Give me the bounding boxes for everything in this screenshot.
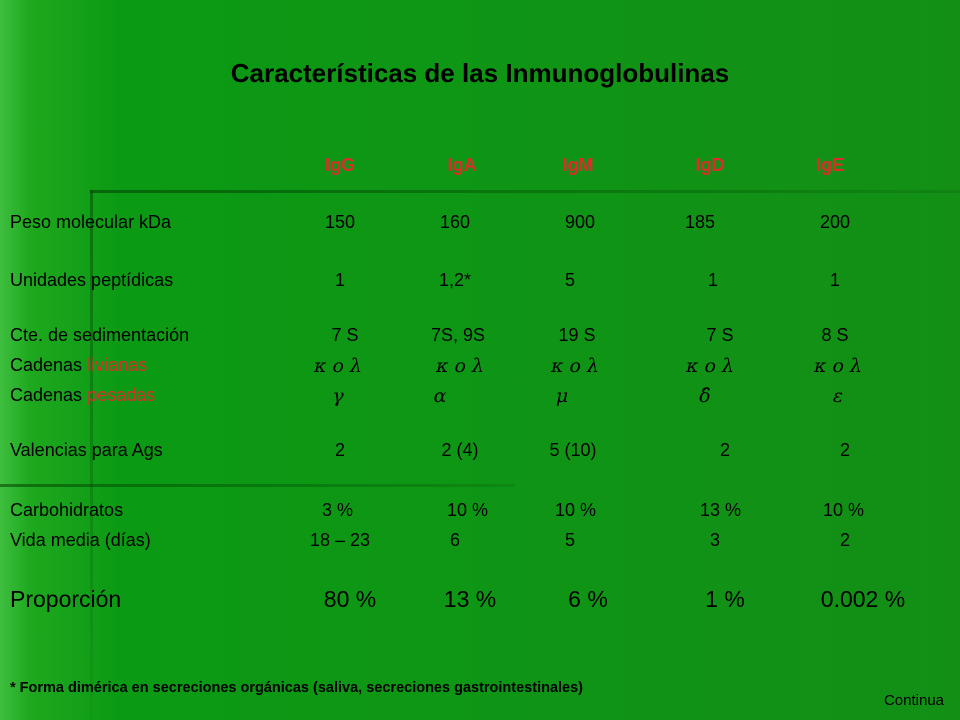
header-iga: IgA	[447, 155, 477, 175]
cell: 7S, 9S	[430, 325, 486, 345]
header-igd: IgD	[695, 155, 725, 175]
row-label-highlight: livianas	[87, 355, 148, 375]
cell: 19 S	[558, 325, 596, 345]
table-row: Cadenas pesadas γ α μ δ̂ ε	[0, 385, 960, 409]
cell: 900	[564, 212, 596, 232]
cell: 10 %	[446, 500, 489, 520]
cell: 8 S	[821, 325, 849, 345]
cell: δ̂	[699, 385, 711, 407]
cell: 160	[439, 212, 471, 232]
table-row: Peso molecular kDa 150 160 900 185 200	[0, 212, 960, 236]
continue-link[interactable]: Continua	[883, 692, 944, 709]
cell: 2	[719, 440, 730, 460]
row-label-prefix: Cadenas	[10, 355, 83, 375]
cell: 6	[449, 530, 460, 550]
cell: 2	[839, 440, 850, 460]
row-label: Cte. de sedimentación	[10, 325, 190, 345]
cell: α	[433, 385, 447, 407]
cell: 0.002 %	[820, 586, 906, 612]
cell: 2	[334, 440, 345, 460]
cell: 6 %	[568, 586, 608, 612]
cell: 18 – 23	[309, 530, 371, 550]
cell: 3	[709, 530, 720, 550]
cell: 1,2*	[438, 270, 472, 290]
cell: 1	[334, 270, 345, 290]
cell: 7 S	[706, 325, 734, 345]
cell: μ	[555, 385, 569, 407]
cell: 2 (4)	[441, 440, 479, 460]
cell: 7 S	[331, 325, 359, 345]
table-row: Unidades peptídicas 1 1,2* 5 1 1	[0, 270, 960, 294]
cell: 1 %	[705, 586, 745, 612]
row-label: Proporción	[10, 586, 122, 612]
table-row: Cadenas livianas κ o λ κ o λ κ o λ κ o λ…	[0, 355, 960, 379]
table-row: Valencias para Ags 2 2 (4) 5 (10) 2 2	[0, 440, 960, 464]
footnote: * Forma dimérica en secreciones orgánica…	[10, 680, 584, 696]
cell: 1	[707, 270, 718, 290]
cell: 80 %	[323, 586, 377, 612]
row-label-prefix: Cadenas	[10, 385, 83, 405]
cell: 5 (10)	[549, 440, 597, 460]
row-label: Cadenas livianas	[10, 355, 147, 376]
cell: 10 %	[554, 500, 597, 520]
cell: 200	[819, 212, 851, 232]
cell: 1	[829, 270, 840, 290]
cell: 5	[564, 270, 575, 290]
cell: 185	[684, 212, 716, 232]
decorative-line	[90, 190, 960, 193]
row-label-highlight: pesadas	[87, 385, 156, 405]
row-label: Vida media (días)	[10, 530, 151, 550]
row-label: Carbohidratos	[10, 500, 124, 520]
row-label: Cadenas pesadas	[10, 385, 155, 406]
cell: γ	[332, 385, 344, 407]
cell: 3 %	[321, 500, 354, 520]
header-row: IgG IgA IgM IgD IgE	[0, 155, 960, 179]
cell: 13 %	[699, 500, 742, 520]
cell: ε	[832, 385, 844, 407]
table-row: Vida media (días) 18 – 23 6 5 3 2	[0, 530, 960, 554]
header-igg: IgG	[325, 155, 355, 175]
row-label: Valencias para Ags	[10, 440, 163, 460]
table-row: Cte. de sedimentación 7 S 7S, 9S 19 S 7 …	[0, 325, 960, 349]
cell: κ o λ	[685, 355, 735, 377]
slide-title: Características de las Inmunoglobulinas	[230, 58, 730, 88]
row-label: Unidades peptídicas	[10, 270, 174, 290]
header-igm: IgM	[562, 155, 594, 175]
cell: 13 %	[443, 586, 497, 612]
cell: 2	[839, 530, 850, 550]
cell: κ o λ	[435, 355, 485, 377]
cell: κ o λ	[550, 355, 600, 377]
header-ige: IgE	[815, 155, 844, 175]
row-label: Peso molecular kDa	[10, 212, 172, 232]
table-row: Proporción 80 % 13 % 6 % 1 % 0.002 %	[0, 586, 960, 616]
cell: κ o λ	[313, 355, 363, 377]
cell: κ o λ	[813, 355, 863, 377]
table-row: Carbohidratos 3 % 10 % 10 % 13 % 10 %	[0, 500, 960, 524]
cell: 5	[564, 530, 575, 550]
cell: 150	[324, 212, 356, 232]
cell: 10 %	[822, 500, 865, 520]
decorative-line	[90, 190, 93, 720]
decorative-line	[0, 484, 515, 487]
